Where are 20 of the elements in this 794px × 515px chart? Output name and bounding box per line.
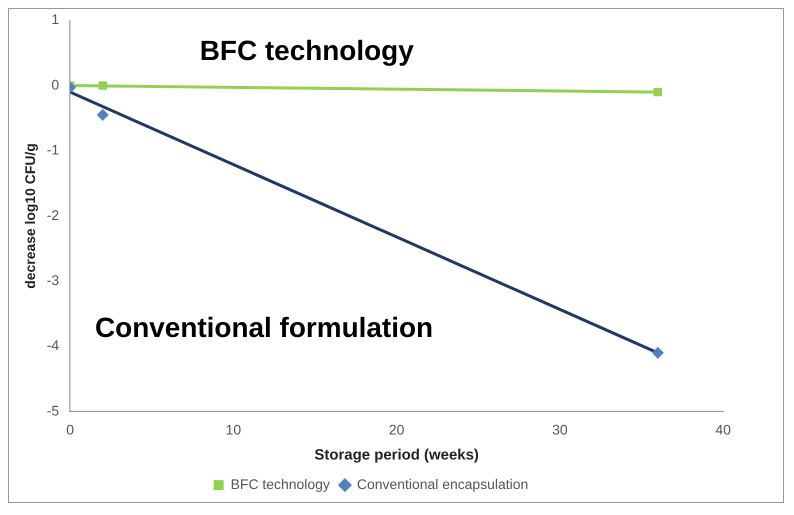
point: [652, 346, 664, 359]
annotation: BFC technology: [200, 34, 414, 66]
legend-label: Conventional encapsulation: [356, 476, 528, 492]
x-tick-label: 40: [715, 422, 732, 438]
x-tick-label: 0: [66, 422, 74, 438]
x-tick-label: 10: [226, 422, 242, 438]
y-axis-title: decrease log10 CFU/g: [22, 143, 38, 289]
legend-label: BFC technology: [230, 476, 330, 492]
y-tick-label: 0: [51, 76, 60, 92]
x-tick-label: 20: [388, 422, 405, 438]
annotation: Conventional formulation: [95, 312, 434, 343]
x-tick-label: 30: [552, 422, 568, 438]
x-axis-title: Storage period (weeks): [314, 446, 479, 464]
point: [654, 88, 662, 96]
y-tick-label: -5: [46, 402, 60, 418]
y-tick-label: 1: [51, 11, 60, 28]
y-tick-label: -1: [46, 142, 60, 158]
y-tick-label: -2: [46, 206, 60, 223]
y-tick-label: -3: [46, 272, 60, 288]
y-tick-label: -4: [46, 337, 60, 354]
